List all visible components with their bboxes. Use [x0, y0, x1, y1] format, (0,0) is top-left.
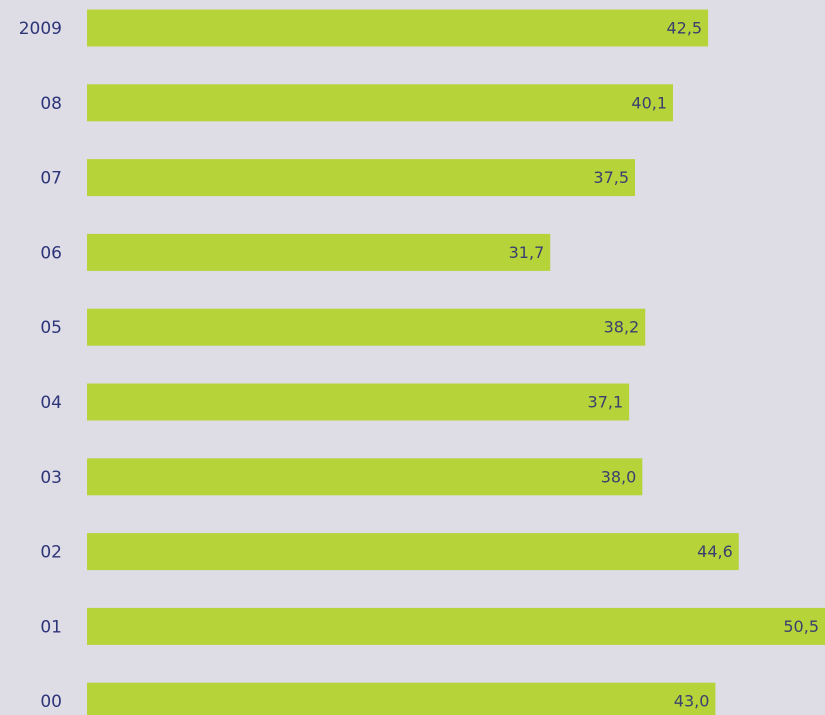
category-label: 08	[40, 94, 62, 114]
bar	[87, 383, 630, 421]
bar	[87, 84, 674, 122]
bar	[87, 458, 643, 496]
value-label: 38,2	[604, 318, 640, 337]
category-label: 07	[40, 169, 62, 189]
category-label: 01	[40, 617, 62, 637]
value-label: 37,5	[593, 168, 629, 187]
bar	[87, 682, 716, 715]
bar	[87, 533, 739, 571]
category-label: 03	[40, 468, 62, 488]
value-label: 37,1	[588, 393, 624, 412]
bar	[87, 233, 551, 271]
value-label: 42,5	[666, 19, 702, 38]
value-label: 44,6	[697, 542, 733, 561]
bar	[87, 9, 709, 47]
category-label: 00	[40, 692, 62, 712]
category-label: 05	[40, 318, 62, 338]
category-label: 2009	[19, 19, 62, 39]
value-label: 31,7	[509, 243, 545, 262]
category-label: 02	[40, 543, 62, 563]
value-label: 43,0	[674, 692, 710, 711]
value-label: 50,5	[783, 617, 819, 636]
category-label: 04	[40, 393, 62, 413]
bar	[87, 607, 825, 645]
value-label: 38,0	[601, 467, 637, 486]
bar	[87, 308, 646, 346]
bar	[87, 159, 636, 197]
category-label: 06	[40, 243, 62, 263]
value-label: 40,1	[631, 93, 667, 112]
